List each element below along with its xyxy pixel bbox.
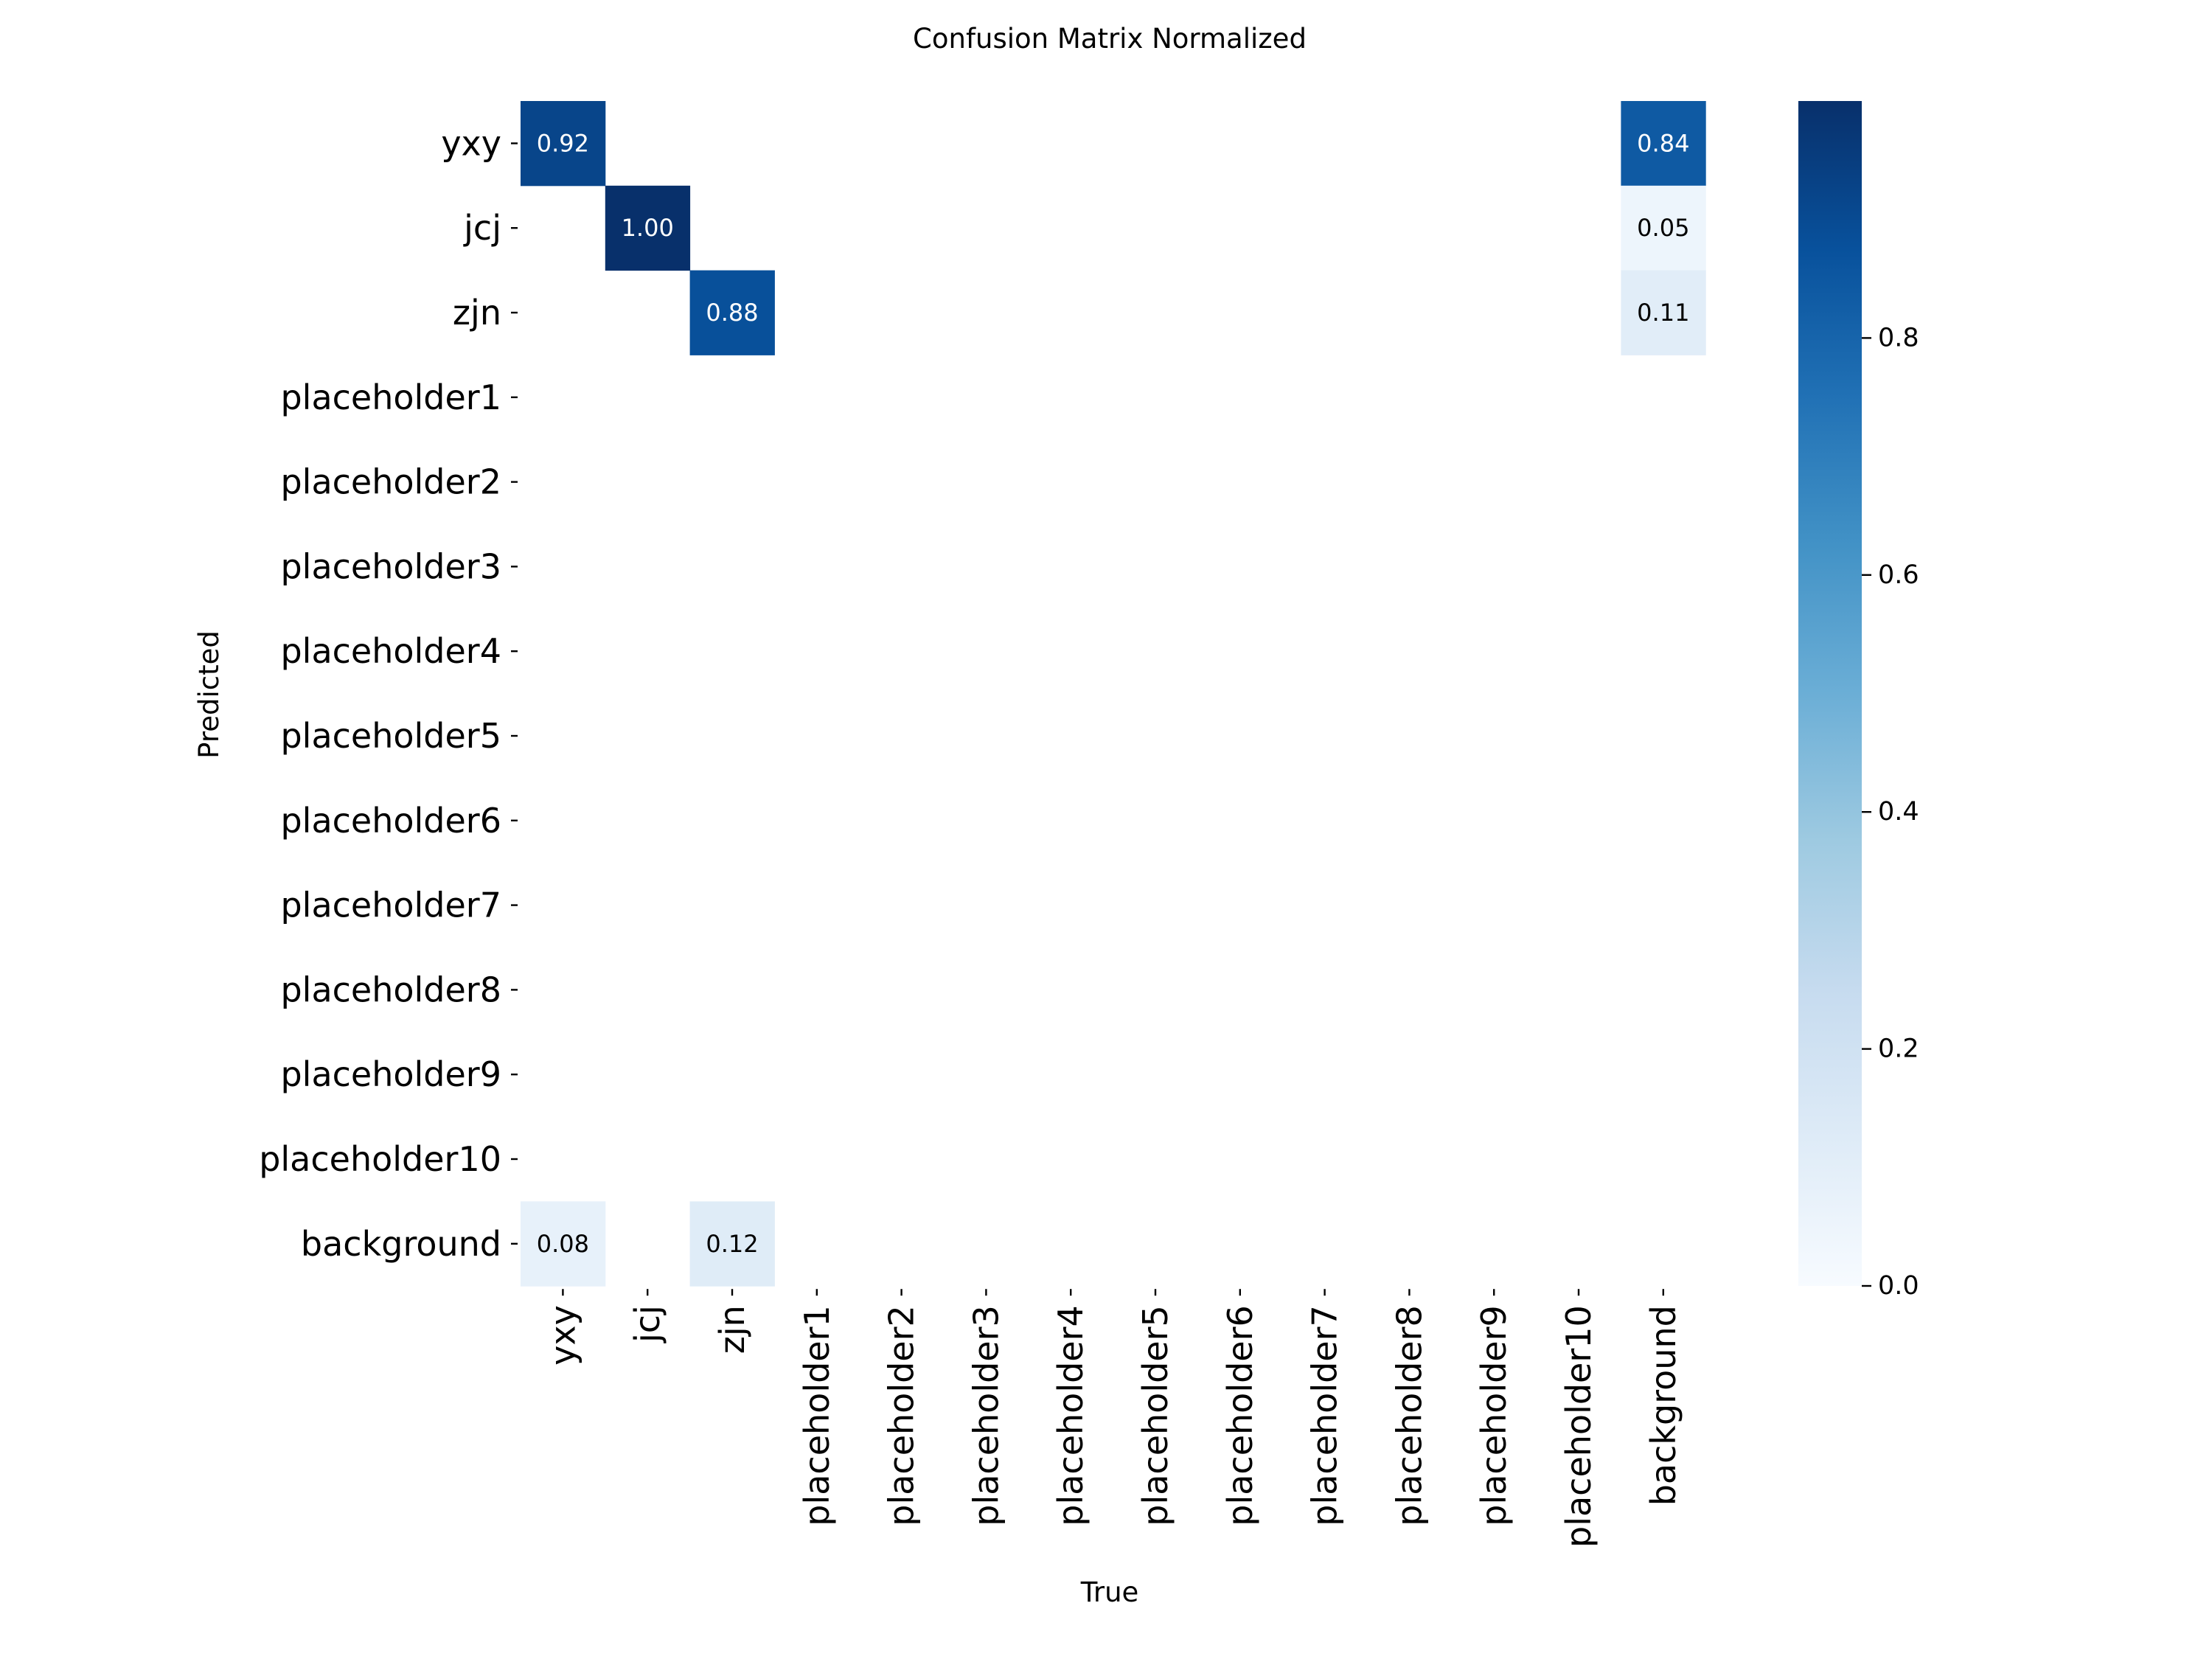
y-tick-label: placeholder5 [280,716,501,756]
y-tick-label: placeholder7 [280,886,501,925]
y-tick-label: placeholder9 [280,1054,501,1094]
cell-value-label: 0.08 [537,1230,589,1258]
y-tick-label: placeholder1 [280,378,501,417]
heatmap-cells: 0.92 0.84 1.00 0.05 0.88 0.11 0.08 0.12 [521,101,1706,1287]
heatmap-cell [1621,185,1706,271]
x-tick-label: placeholder10 [1559,1305,1599,1548]
colorbar [1798,101,1862,1286]
x-tick-label: yxy [543,1305,582,1366]
heatmap-cell [1621,101,1706,187]
x-tick-label: background [1644,1305,1683,1506]
y-tick-label: placeholder4 [280,631,501,671]
cell-value-label: 0.12 [706,1230,758,1258]
x-tick-label: jcj [627,1305,667,1343]
cell-value-label: 0.11 [1637,299,1689,327]
y-tick-label: placeholder2 [280,462,501,502]
x-tick-label: placeholder6 [1220,1305,1260,1526]
x-tick-label: placeholder5 [1135,1305,1175,1526]
colorbar-tick-label: 0.4 [1878,797,1919,827]
x-tick-label: placeholder2 [882,1305,922,1526]
x-tick-label: placeholder9 [1474,1305,1514,1526]
colorbar-tick-label: 0.6 [1878,560,1919,590]
y-axis-label: Predicted [193,630,225,759]
heatmap-cell [605,185,691,271]
cell-value-label: 0.88 [706,299,758,327]
y-tick-label: jcj [463,208,501,248]
cell-value-label: 0.84 [1637,129,1689,157]
colorbar-tick-label: 0.8 [1878,323,1919,352]
y-tick-label: zjn [453,293,501,333]
cell-value-label: 0.05 [1637,214,1689,242]
y-tick-label: placeholder10 [259,1139,501,1179]
heatmap-cell [689,1201,775,1287]
y-axis-ticks: yxy jcj zjn placeholder1 placeholder2 placeho… [259,123,518,1264]
x-tick-label: placeholder1 [797,1305,837,1526]
colorbar-tick-label: 0.2 [1878,1034,1919,1064]
y-tick-label: placeholder8 [280,970,501,1009]
y-tick-label: placeholder6 [280,801,501,841]
heatmap-cell [1621,270,1706,355]
colorbar-ticks: 0.0 0.2 0.4 0.6 0.8 [1862,323,1919,1301]
heatmap-cell [689,270,775,355]
x-tick-label: placeholder4 [1051,1305,1091,1526]
cell-value-label: 0.92 [537,129,589,157]
x-axis-label: True [1080,1576,1139,1608]
x-tick-label: placeholder7 [1305,1305,1345,1526]
y-tick-label: background [301,1224,501,1264]
y-tick-label: placeholder3 [280,546,501,586]
colorbar-tick-label: 0.0 [1878,1271,1919,1301]
cell-value-label: 1.00 [622,214,674,242]
x-tick-label: placeholder8 [1389,1305,1429,1526]
x-tick-label: placeholder3 [966,1305,1006,1526]
heatmap-cell [521,101,606,187]
chart-title: Confusion Matrix Normalized [913,23,1307,55]
x-axis-ticks: yxy jcj zjn placeholder1 placeholder2 placeho… [543,1289,1683,1548]
y-tick-label: yxy [441,123,501,163]
x-tick-label: zjn [712,1305,752,1354]
heatmap-cell [521,1201,606,1287]
